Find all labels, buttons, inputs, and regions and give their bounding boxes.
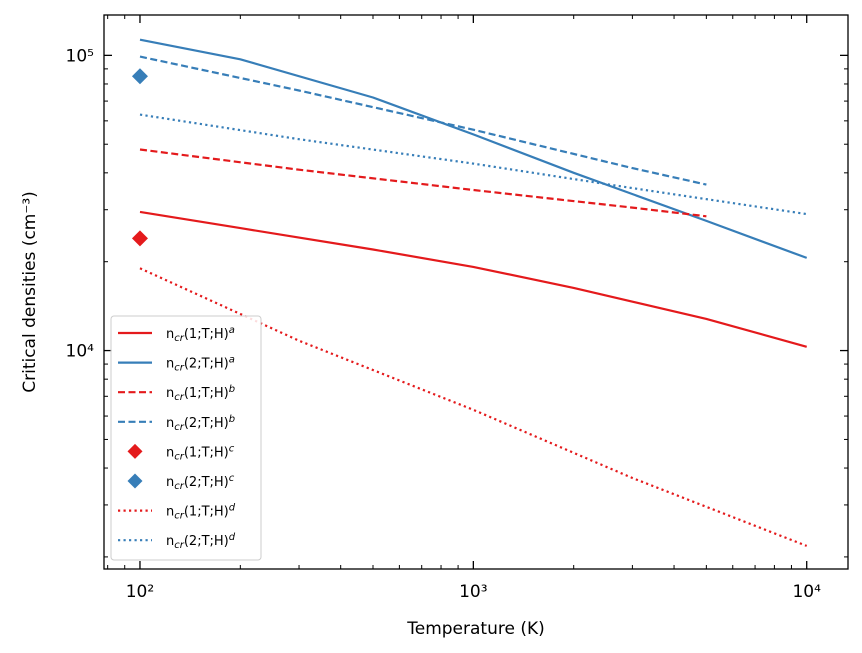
series-line-2 xyxy=(139,148,707,218)
y-tick-label: 10⁴ xyxy=(66,342,95,362)
series-line-0 xyxy=(139,210,807,348)
legend-label-6: ncr(1;T;H)d xyxy=(166,503,236,522)
y-axis-label: Critical densities (cm⁻³) xyxy=(20,191,40,393)
series-line-3 xyxy=(139,55,707,186)
legend: ncr(1;T;H)a ncr(2;T;H)a ncr(1;T;H)b ncr(2;T… xyxy=(110,315,262,561)
x-axis-label: Temperature (K) xyxy=(406,619,545,639)
legend-label-5: ncr(2;T;H)c xyxy=(166,473,235,492)
legend-swatch-4 xyxy=(127,443,143,459)
legend-label-2: ncr(1;T;H)b xyxy=(166,384,235,403)
legend-label-0: ncr(1;T;H)a xyxy=(166,325,235,344)
tick-labels: 10² 10³ 10⁴ 10⁴ 10⁵ xyxy=(66,46,822,602)
y-tick-label: 10⁵ xyxy=(66,46,94,66)
legend-label-7: ncr(2;T;H)d xyxy=(166,532,236,551)
legend-label-3: ncr(2;T;H)b xyxy=(166,414,235,433)
x-tick-label: 10³ xyxy=(459,582,487,602)
plot-frame xyxy=(103,14,849,570)
legend-frame xyxy=(110,315,262,561)
x-tick-label: 10² xyxy=(126,582,154,602)
series-line-1 xyxy=(139,38,808,259)
legend-label-1: ncr(2;T;H)a xyxy=(166,355,235,374)
series-marker-5 xyxy=(131,68,148,85)
legend-swatch-5 xyxy=(127,473,143,489)
legend-label-4: ncr(1;T;H)c xyxy=(166,443,235,462)
x-tick-label: 10⁴ xyxy=(792,582,821,602)
minor-ticks xyxy=(104,15,848,569)
series-marker-4 xyxy=(131,230,148,247)
series-line-7 xyxy=(139,113,807,216)
